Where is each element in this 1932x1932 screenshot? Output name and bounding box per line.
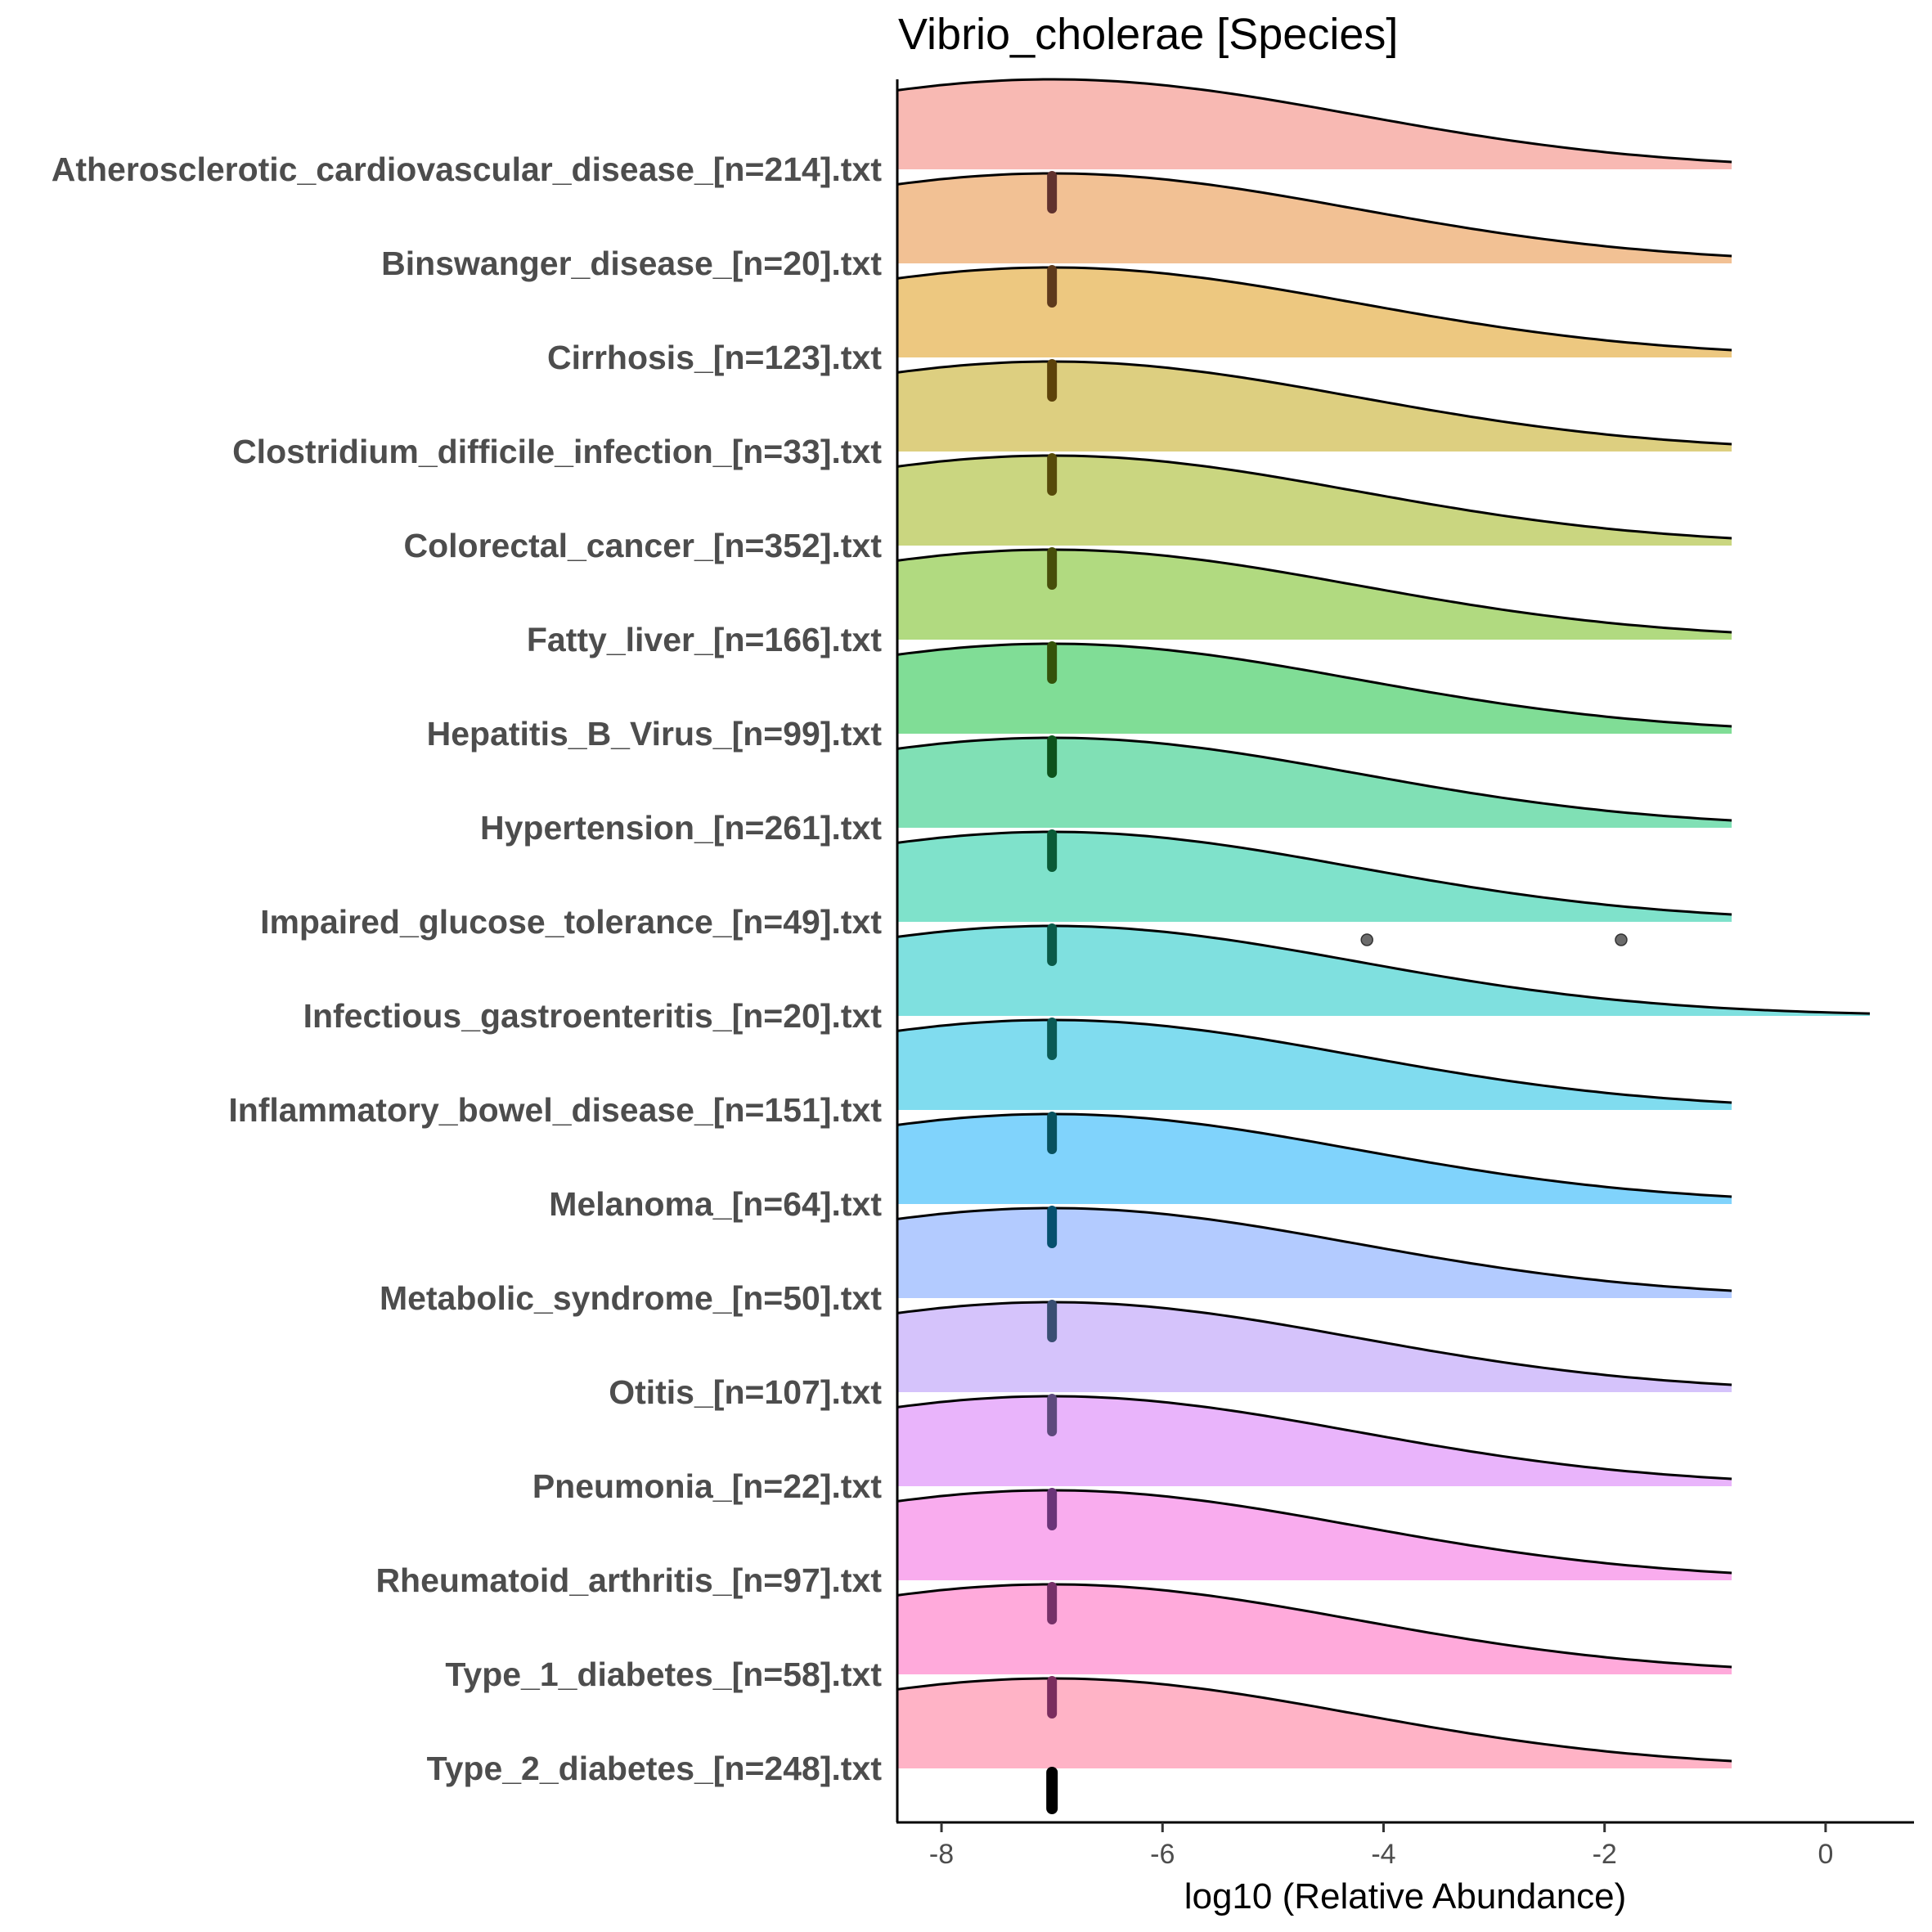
point-stack xyxy=(1047,1488,1058,1530)
point-stack xyxy=(1047,171,1058,213)
x-tick-label: -8 xyxy=(929,1839,954,1870)
y-axis-label: Type_1_diabetes_[n=58].txt xyxy=(445,1656,882,1693)
point-stack xyxy=(1047,923,1058,966)
ridge-outline xyxy=(896,1112,1732,1198)
ridge-outline xyxy=(896,1301,1732,1386)
ridge-outline xyxy=(896,1395,1732,1480)
baseline-point-stack xyxy=(1046,1767,1058,1814)
point-stack xyxy=(1047,265,1058,308)
y-axis-label: Cirrhosis_[n=123].txt xyxy=(547,339,882,376)
y-axis-label: Melanoma_[n=64].txt xyxy=(549,1185,882,1223)
y-axis-label: Inflammatory_bowel_disease_[n=151].txt xyxy=(228,1091,882,1129)
y-axis-label: Colorectal_cancer_[n=352].txt xyxy=(403,527,882,564)
point-stack xyxy=(1047,1582,1058,1624)
point-stack xyxy=(1047,1300,1058,1342)
outlier-point xyxy=(1360,933,1373,946)
ridge-fill xyxy=(897,1114,1732,1204)
y-axis-label: Clostridium_difficile_infection_[n=33].t… xyxy=(232,433,882,470)
point-stack xyxy=(1047,735,1058,778)
point-stack xyxy=(1047,1018,1058,1060)
point-stack xyxy=(1047,829,1058,872)
chart-title: Vibrio_cholerae [Species] xyxy=(898,10,1398,59)
ridge-fill xyxy=(897,173,1732,263)
baseline-points xyxy=(1046,1767,1058,1814)
point-stack xyxy=(1047,641,1058,684)
ridge-fill xyxy=(897,1396,1732,1486)
ridge-fill xyxy=(897,79,1732,169)
ridge-fill xyxy=(897,1678,1732,1768)
ridge-fill xyxy=(897,1584,1732,1674)
point-stack xyxy=(1047,1112,1058,1154)
x-tick-label: 0 xyxy=(1817,1839,1833,1870)
ridge-outline xyxy=(896,924,1871,1015)
ridge-fill xyxy=(897,926,1870,1016)
y-axis-label: Fatty_liver_[n=166].txt xyxy=(527,621,882,658)
ridge-outline xyxy=(896,642,1732,728)
ridge-fill xyxy=(897,644,1732,734)
y-axis-label: Hepatitis_B_Virus_[n=99].txt xyxy=(427,715,883,753)
point-stack xyxy=(1047,1206,1058,1248)
ridge-outline xyxy=(896,548,1732,634)
ridge-fill xyxy=(897,1490,1732,1580)
ridges-layer xyxy=(896,78,1871,1813)
point-stack xyxy=(1047,547,1058,590)
y-axis-label: Impaired_glucose_tolerance_[n=49].txt xyxy=(260,903,882,941)
point-stack xyxy=(1047,1394,1058,1436)
x-tick-label: -4 xyxy=(1371,1839,1395,1870)
ridge-fill xyxy=(897,267,1732,357)
point-stack xyxy=(1047,453,1058,496)
ridge-fill xyxy=(897,1302,1732,1392)
ridge-outline xyxy=(896,1018,1732,1104)
ridge-outline xyxy=(896,830,1732,916)
ridge-outline xyxy=(896,1206,1732,1292)
ridge-outline xyxy=(896,1677,1732,1763)
x-axis-ticks: -8 -6 -4 -2 0 xyxy=(929,1822,1833,1870)
ridge-fill xyxy=(897,362,1732,452)
x-tick-label: -2 xyxy=(1593,1839,1617,1870)
ridge-fill xyxy=(897,456,1732,546)
y-axis-label: Atherosclerotic_cardiovascular_disease_[… xyxy=(52,151,883,188)
y-axis-label: Otitis_[n=107].txt xyxy=(609,1373,882,1411)
y-axis-label: Binswanger_disease_[n=20].txt xyxy=(381,245,882,282)
y-axis-label: Type_2_diabetes_[n=248].txt xyxy=(427,1750,883,1787)
ridge-outline xyxy=(896,266,1732,352)
ridge-fill xyxy=(897,832,1732,922)
x-tick-label: -6 xyxy=(1150,1839,1175,1870)
ridge-outline xyxy=(896,454,1732,540)
ridge-fill xyxy=(897,738,1732,828)
ridge-outline xyxy=(896,1489,1732,1575)
ridge-outline xyxy=(896,78,1732,164)
ridge-fill xyxy=(897,550,1732,640)
outlier-point xyxy=(1615,933,1628,946)
y-axis-label: Pneumonia_[n=22].txt xyxy=(532,1467,883,1505)
y-axis-label: Infectious_gastroenteritis_[n=20].txt xyxy=(303,997,883,1035)
ridge-outline xyxy=(896,172,1732,258)
point-stack xyxy=(1047,1676,1058,1719)
ridge-fill xyxy=(897,1020,1732,1110)
ridge-fill xyxy=(897,1208,1732,1298)
axes-layer xyxy=(896,79,1914,1824)
ridge-outline xyxy=(896,360,1732,446)
ridge-outline xyxy=(896,1583,1732,1669)
ridge-outline xyxy=(896,736,1732,822)
y-axis-label: Hypertension_[n=261].txt xyxy=(480,809,882,847)
y-axis-label: Rheumatoid_arthritis_[n=97].txt xyxy=(375,1561,882,1599)
y-axis-labels: Type_2_diabetes_[n=248].txt Type_1_diabet… xyxy=(52,151,883,1787)
y-axis-label: Metabolic_syndrome_[n=50].txt xyxy=(380,1279,882,1317)
point-stack xyxy=(1047,359,1058,402)
x-axis-title: log10 (Relative Abundance) xyxy=(1184,1876,1627,1916)
